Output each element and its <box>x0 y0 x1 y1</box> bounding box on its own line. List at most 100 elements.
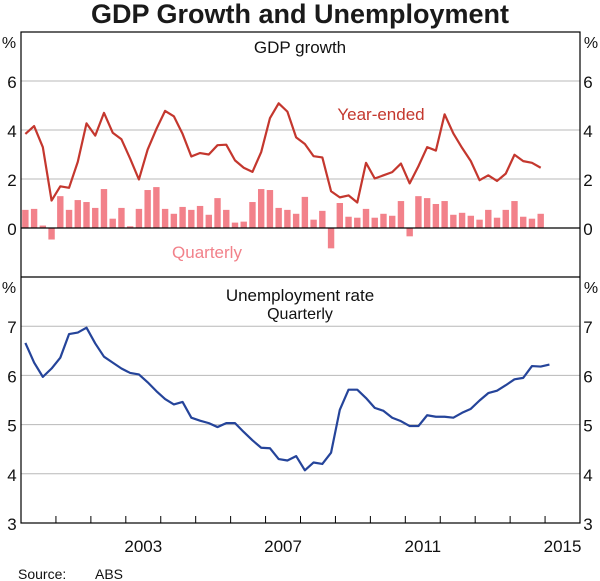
quarterly-bar <box>118 207 125 228</box>
gdp-ytick-label-right: 4 <box>583 122 592 141</box>
quarterly-bar <box>371 217 378 228</box>
gdp-ytick-label-left: 4 <box>7 122 16 141</box>
quarterly-bar <box>284 209 291 228</box>
quarterly-bar <box>65 209 73 228</box>
source-value: ABS <box>95 566 123 581</box>
quarterly-bar <box>39 225 47 228</box>
unemployment-unit-label-left: % <box>2 280 16 297</box>
quarterly-bar <box>275 207 282 228</box>
quarterly-bar <box>30 208 38 228</box>
gdp-ytick-label-right: 6 <box>583 73 592 92</box>
source-label: Source: <box>18 566 66 581</box>
quarterly-bar <box>336 203 344 228</box>
quarterly-bar <box>415 196 422 228</box>
quarterly-bar <box>135 208 143 228</box>
quarterly-bar <box>319 210 326 228</box>
unemployment-panel-title: Unemployment rate <box>226 286 374 305</box>
quarterly-bar <box>327 228 335 249</box>
unemployment-ytick-label-left: 4 <box>7 466 16 485</box>
quarterly-bar <box>144 190 151 228</box>
unemployment-ytick-label-right: 3 <box>583 515 592 534</box>
axes: 0 0 2 2 4 4 6 6% % 3 3 4 4 5 5 6 6 7 7% % 2003 2007 2011 2015 <box>2 31 598 556</box>
unemployment-panel-grid <box>21 325 580 475</box>
quarterly-bar <box>380 213 387 228</box>
gdp-unit-label-left: % <box>2 35 16 52</box>
quarterly-bar <box>249 202 256 228</box>
gdp-ytick-label-right: 2 <box>583 171 592 190</box>
quarterly-bar <box>214 198 221 228</box>
quarterly-bar <box>354 217 361 228</box>
gdp-panel-title: GDP growth <box>254 38 346 57</box>
unemployment-ytick-label-right: 5 <box>583 417 592 436</box>
unemployment-ytick-label-right: 4 <box>583 466 592 485</box>
quarterly-bar <box>476 219 483 228</box>
quarterly-bar <box>109 218 116 228</box>
gdp-unit-label-right: % <box>584 35 598 52</box>
quarterly-bar <box>48 228 55 240</box>
quarterly-bar <box>205 214 212 228</box>
unemployment-ytick-label-left: 6 <box>7 367 16 386</box>
quarterly-bar <box>511 201 518 228</box>
quarterly-bar <box>74 200 81 228</box>
quarterly-bar <box>179 206 186 228</box>
gdp-ytick-label-left: 2 <box>7 171 16 190</box>
quarterly-bar <box>170 213 178 228</box>
quarterly-bar <box>188 209 195 228</box>
quarterly-bar <box>467 215 475 228</box>
legend-quarterly: Quarterly <box>172 243 242 262</box>
unemployment-ytick-label-right: 6 <box>583 367 592 386</box>
quarterly-bar <box>83 202 90 228</box>
quarterly-bar <box>92 207 99 228</box>
quarterly-bar <box>266 190 274 228</box>
chart-title: GDP Growth and Unemployment <box>91 0 509 29</box>
quarterly-bar <box>257 189 265 228</box>
quarterly-bar <box>240 221 247 228</box>
legend-year-ended: Year-ended <box>337 105 424 124</box>
series-lines <box>24 102 550 472</box>
unemployment-unit-label-right: % <box>584 280 598 297</box>
quarterly-bar <box>22 209 29 228</box>
x-tick-label: 2015 <box>544 537 582 556</box>
quarterly-bar <box>432 203 440 228</box>
quarterly-bar <box>231 222 239 228</box>
quarterly-bar <box>126 226 134 228</box>
quarterly-bar <box>537 213 544 228</box>
unemployment-panel-subtitle: Quarterly <box>267 306 333 323</box>
quarterly-bar <box>310 219 317 228</box>
quarterly-bar <box>57 196 64 228</box>
quarterly-bar <box>458 212 466 228</box>
gdp-ytick-label-right: 0 <box>583 220 592 239</box>
quarterly-bar <box>397 201 405 228</box>
quarterly-bars <box>22 187 544 249</box>
unemployment-ytick-label-left: 3 <box>7 515 16 534</box>
quarterly-bar <box>485 209 492 228</box>
quarterly-bar <box>406 228 413 237</box>
quarterly-bar <box>292 213 300 228</box>
quarterly-bar <box>528 218 536 228</box>
gdp-ytick-label-left: 0 <box>7 220 16 239</box>
unemployment-ytick-label-left: 5 <box>7 417 16 436</box>
x-tick-label: 2003 <box>124 537 162 556</box>
quarterly-bar <box>223 209 230 228</box>
quarterly-bar <box>502 209 509 228</box>
quarterly-bar <box>153 187 160 228</box>
quarterly-bar <box>520 216 527 228</box>
quarterly-bar <box>196 205 204 228</box>
quarterly-bar <box>441 201 448 228</box>
unemployment-ytick-label-right: 7 <box>583 318 592 337</box>
unemployment-line <box>24 326 550 472</box>
quarterly-bar <box>161 208 169 228</box>
quarterly-bar <box>493 217 501 228</box>
quarterly-bar <box>423 198 431 228</box>
year-ended-line <box>24 102 542 204</box>
gdp-ytick-label-left: 6 <box>7 73 16 92</box>
quarterly-bar <box>362 208 370 228</box>
x-tick-label: 2011 <box>405 537 442 556</box>
quarterly-bar <box>389 215 396 228</box>
gdp-panel-grid <box>21 80 580 180</box>
quarterly-bar <box>301 196 309 228</box>
unemployment-ytick-label-left: 7 <box>7 318 16 337</box>
quarterly-bar <box>345 216 352 228</box>
quarterly-bar <box>450 214 457 228</box>
